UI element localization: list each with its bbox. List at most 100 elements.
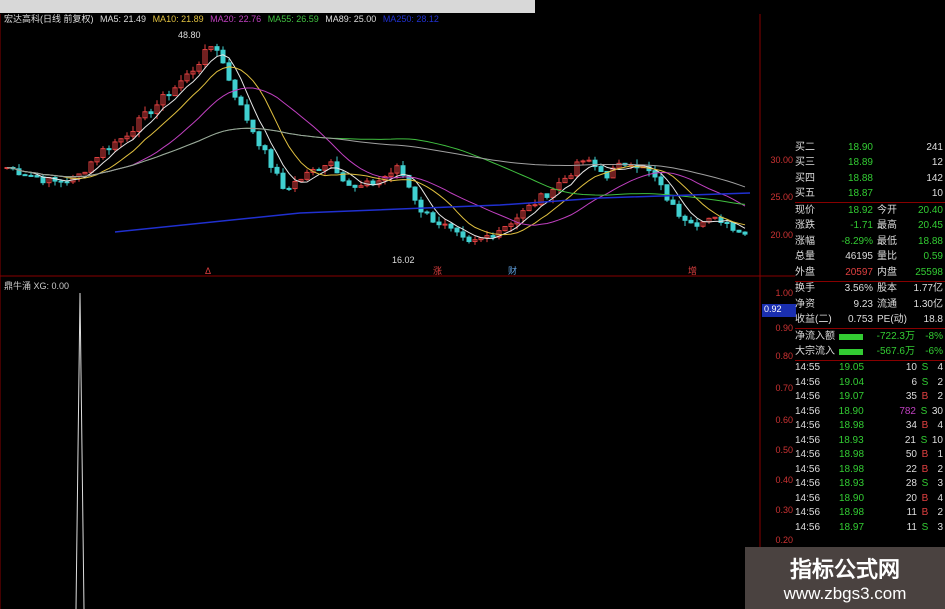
quote-row: 外盘 20597 内盘 25598	[795, 265, 945, 281]
panel-value: 1	[937, 449, 943, 461]
panel-value: 最高	[877, 220, 897, 232]
candle	[160, 94, 166, 106]
watermark: 指标公式网 www.zbgs3.com	[745, 547, 945, 609]
panel-value: 0.59	[923, 251, 943, 263]
panel-value: 2	[937, 391, 943, 403]
panel-value: 20.45	[917, 220, 943, 232]
ma89-value: MA89: 25.00	[325, 14, 377, 24]
candle	[694, 222, 700, 227]
ma5-value: MA5: 21.49	[100, 14, 147, 24]
ma89-line	[6, 127, 746, 188]
panel-value: 10	[931, 188, 943, 200]
watermark-title: 指标公式网	[789, 557, 900, 582]
candle	[424, 211, 430, 214]
candle	[724, 221, 730, 224]
candle	[388, 172, 394, 177]
panel-value: 11	[906, 521, 917, 533]
candle	[88, 161, 94, 173]
candle	[208, 46, 214, 51]
panel-value: 19.05	[839, 362, 865, 374]
panel-value: 净资	[795, 298, 815, 310]
candle	[100, 148, 106, 158]
candle	[580, 160, 586, 163]
candle	[58, 180, 64, 183]
candle	[742, 231, 748, 235]
panel-value: 现价	[795, 204, 815, 216]
quote-panel: 买二 18.90 241 买三 18.89 12 买四 18.88 142 买五 18.87 10 现价…	[795, 140, 945, 535]
candle	[562, 177, 568, 184]
candle	[196, 64, 202, 72]
candle	[502, 225, 508, 232]
candle	[268, 149, 274, 168]
candle	[670, 199, 676, 205]
panel-value: 34	[905, 420, 917, 432]
ma55-value: MA55: 26.59	[267, 14, 319, 24]
panel-value: 14:56	[795, 449, 821, 461]
indicator-axis-label: 0.70	[775, 383, 793, 393]
candle	[418, 199, 424, 213]
candle	[574, 161, 580, 177]
panel-value: 10	[931, 434, 943, 446]
candle	[532, 204, 538, 207]
candle	[598, 166, 604, 172]
panel-value: 30	[931, 405, 943, 417]
price-axis-label: 25.00	[770, 192, 793, 202]
panel-value: 18.92	[847, 204, 873, 216]
ma250-value: MA250: 28.12	[382, 14, 439, 24]
panel-value: 18.88	[847, 172, 873, 184]
candle	[604, 170, 610, 179]
panel-value: 14:56	[795, 420, 821, 432]
indicator-axis-label: 0.60	[775, 415, 793, 425]
panel-value: -6%	[925, 346, 943, 358]
candle	[250, 119, 256, 133]
bid-row: 买四 18.88 142	[795, 171, 945, 187]
candle	[238, 96, 244, 106]
panel-value: -8%	[925, 330, 943, 342]
candle	[184, 73, 190, 82]
tick-row: 14:56 18.98 22 B 2	[795, 463, 945, 478]
panel-value: 12	[931, 157, 943, 169]
candle	[520, 210, 526, 219]
panel-value: 10	[905, 362, 917, 374]
candle	[736, 229, 742, 233]
panel-value: 3	[937, 478, 943, 490]
ma10-line	[6, 66, 746, 236]
candle	[394, 165, 400, 174]
panel-value: 内盘	[877, 266, 897, 278]
panel-value: 3	[937, 521, 943, 533]
indicator-current-value: 0.92	[762, 304, 796, 317]
panel-value: 买三	[795, 157, 815, 169]
panel-value: 14:56	[795, 521, 821, 533]
candle	[106, 148, 112, 151]
candle	[490, 235, 496, 238]
candle	[280, 172, 286, 189]
candle	[16, 168, 22, 176]
panel-value: 最低	[877, 235, 897, 247]
candle	[226, 62, 232, 81]
panel-value: 14:55	[795, 362, 821, 374]
candle	[688, 219, 694, 224]
kline-chart[interactable]: 48.80 16.02 Δ 涨 财 增	[0, 0, 795, 609]
panel-value: 22	[905, 463, 917, 475]
tick-row: 14:56 19.07 35 B 2	[795, 390, 945, 405]
panel-value: 净流入额	[795, 330, 835, 342]
candle	[664, 184, 670, 201]
candle	[148, 111, 154, 115]
panel-value: 11	[906, 507, 917, 519]
candle	[262, 145, 268, 151]
candle	[322, 165, 328, 171]
candle	[658, 176, 664, 186]
panel-value: 142	[926, 172, 943, 184]
indicator-spike	[75, 292, 85, 609]
price-axis-label: 30.00	[770, 155, 793, 165]
candle	[178, 80, 184, 89]
candle	[526, 204, 532, 212]
candle	[358, 185, 364, 188]
panel-value: 25598	[915, 266, 943, 278]
ma250-line	[114, 192, 751, 233]
panel-value: 14:56	[795, 492, 821, 504]
panel-value: B	[921, 507, 929, 519]
panel-value: 14:56	[795, 507, 821, 519]
ma5-line	[6, 54, 746, 239]
candle	[220, 49, 226, 64]
